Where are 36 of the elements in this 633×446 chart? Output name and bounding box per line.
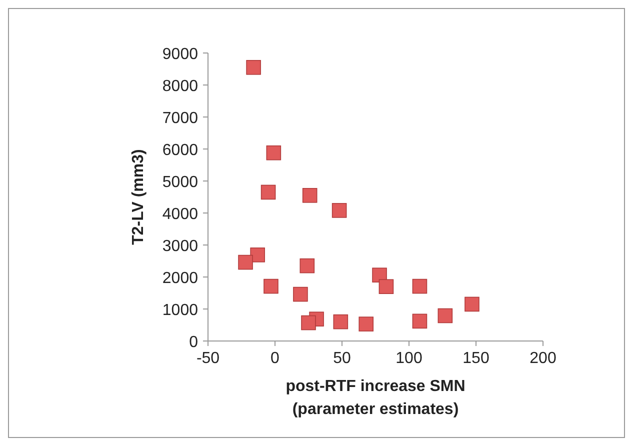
point	[300, 258, 315, 274]
point	[293, 286, 308, 302]
y-tick-label: 3000	[162, 238, 198, 255]
y-tick-label: 8000	[162, 78, 198, 95]
y-tick-label: 6000	[162, 142, 198, 159]
x-tick-label: 150	[462, 350, 490, 367]
point	[333, 314, 348, 330]
point	[246, 60, 261, 75]
y-tick-label: 9000	[162, 46, 198, 63]
y-tick-label: 5000	[162, 174, 198, 191]
point	[264, 278, 278, 294]
x-tick-label: 0	[270, 350, 280, 367]
point	[464, 296, 480, 312]
point	[412, 314, 428, 329]
y-axis-title: T2-LV (mm3)	[130, 149, 147, 245]
point	[301, 315, 316, 330]
x-tick-label: 200	[530, 350, 556, 367]
y-tick-label: 2000	[162, 270, 198, 287]
point	[266, 145, 282, 160]
y-tick-label: 4000	[162, 206, 198, 223]
x-axis-title: post-RTF increase SMN (parameter estimates)	[286, 378, 466, 418]
point	[412, 278, 428, 294]
point	[378, 279, 394, 294]
point	[250, 248, 265, 262]
x-tick-label: 50	[333, 350, 351, 367]
point	[238, 254, 253, 270]
y-tick-label: 7000	[162, 110, 198, 127]
y-tick-label: 1000	[162, 302, 198, 319]
point	[332, 203, 347, 218]
point	[260, 184, 276, 200]
y-tick-label: 0	[189, 334, 198, 351]
x-tick-label: 100	[396, 350, 422, 367]
point	[358, 316, 374, 332]
point	[302, 188, 318, 203]
point	[438, 308, 453, 324]
x-tick-label: -50	[196, 350, 220, 367]
